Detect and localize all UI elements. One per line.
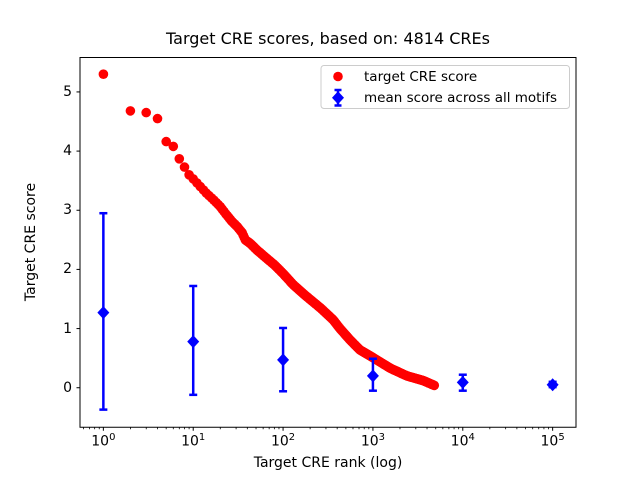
chart-title: Target CRE scores, based on: 4814 CREs xyxy=(166,29,490,48)
y-tick-label: 1 xyxy=(63,320,72,337)
axes-frame xyxy=(79,57,577,428)
legend-item-label: target CRE score xyxy=(364,68,478,85)
x-axis-label: Target CRE rank (log) xyxy=(253,455,403,471)
x-tick-label: 105 xyxy=(540,432,565,450)
target-cre-score-series xyxy=(98,69,440,391)
x-tick-label: 104 xyxy=(450,432,475,450)
y-tick-label: 5 xyxy=(63,83,72,100)
axis-ticks xyxy=(76,91,554,431)
y-tick-label: 2 xyxy=(63,261,72,278)
y-tick-label: 3 xyxy=(63,202,72,219)
legend-item-label: mean score across all motifs xyxy=(364,90,558,106)
y-tick-label: 0 xyxy=(63,379,72,396)
x-tick-label: 101 xyxy=(181,432,206,450)
mean-score-series xyxy=(97,211,559,411)
x-tick-label: 100 xyxy=(91,432,116,450)
y-axis-label: Target CRE score xyxy=(23,182,39,302)
y-tick-label: 4 xyxy=(63,143,72,160)
x-tick-label: 102 xyxy=(270,432,296,450)
x-tick-label: 103 xyxy=(360,432,386,450)
legend-marker-circle xyxy=(333,71,343,82)
legend-box xyxy=(320,65,570,109)
